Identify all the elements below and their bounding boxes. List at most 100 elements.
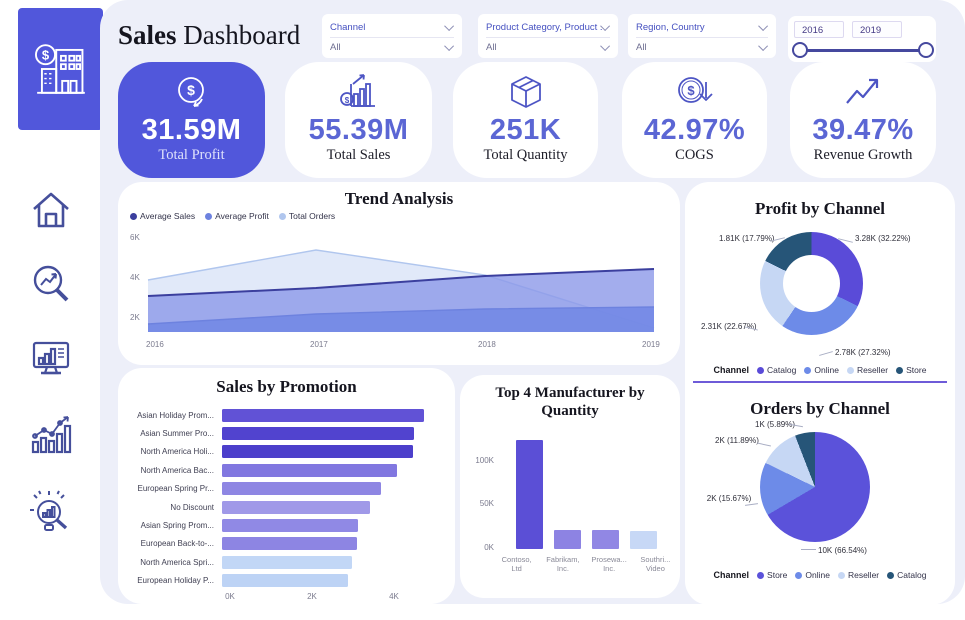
x-axis-tick: 2016: [146, 340, 164, 349]
promotion-bar[interactable]: [222, 574, 349, 588]
promotion-bar-track: [222, 408, 441, 422]
promotion-bar[interactable]: [222, 408, 424, 422]
package-icon: [453, 72, 598, 114]
filter-region-country[interactable]: Region, Country All: [628, 14, 776, 58]
legend-label: Average Profit: [215, 211, 269, 221]
kpi-total-profit[interactable]: $ 31.59M Total Profit: [118, 62, 265, 178]
page-title: Sales Dashboard: [118, 20, 300, 51]
kpi-total-sales[interactable]: $ 55.39M Total Sales: [285, 62, 432, 178]
year-start-input[interactable]: 2016: [794, 21, 844, 38]
year-end-input[interactable]: 2019: [852, 21, 902, 38]
channel-charts-card: Profit by Channel 3.28K (32.22%) 2.78K (…: [685, 182, 955, 605]
top-manufacturer-card[interactable]: Top 4 Manufacturer by Quantity 0K 50K 10…: [460, 375, 680, 598]
x-axis-tick: 2018: [478, 340, 496, 349]
legend-item[interactable]: Online: [804, 365, 839, 375]
promotion-bar[interactable]: [222, 500, 371, 514]
home-icon[interactable]: [27, 186, 75, 234]
legend-item[interactable]: Average Sales: [130, 211, 195, 221]
chevron-down-icon[interactable]: [444, 20, 455, 31]
kpi-total-quantity[interactable]: 251K Total Quantity: [453, 62, 598, 178]
trend-area-chart[interactable]: [126, 230, 672, 340]
manufacturer-bar[interactable]: [629, 530, 657, 549]
promotion-bar[interactable]: [222, 482, 382, 496]
chevron-down-icon[interactable]: [600, 41, 611, 52]
company-logo[interactable]: $: [18, 8, 103, 130]
cogs-dollar-down-icon: $: [622, 72, 767, 114]
legend-item[interactable]: Total Orders: [278, 211, 335, 221]
kpi-label: Total Profit: [158, 147, 225, 163]
promotion-bar[interactable]: [222, 537, 357, 551]
legend-dot: [757, 366, 765, 374]
legend-dot: [130, 212, 137, 220]
x-axis-tick: 0K: [225, 592, 235, 601]
manufacturer-bar[interactable]: [591, 529, 619, 549]
promotion-bar[interactable]: [222, 519, 359, 533]
promotion-bar[interactable]: [222, 555, 353, 569]
legend-item[interactable]: Catalog: [887, 570, 926, 580]
insight-bulb-icon[interactable]: [27, 488, 75, 536]
manufacturer-bar[interactable]: [553, 529, 581, 549]
chevron-down-icon[interactable]: [444, 41, 455, 52]
filter-product-category[interactable]: Product Category, Product ... All: [478, 14, 618, 58]
legend-item[interactable]: Online: [795, 570, 830, 580]
donut-callout-online: 2.78K (27.32%): [835, 348, 891, 357]
legend-label: Reseller: [847, 570, 880, 580]
y-axis-tick: 2K: [130, 313, 140, 322]
kpi-label: COGS: [675, 147, 714, 163]
kpi-value: 39.47%: [812, 114, 914, 146]
growth-bars-icon[interactable]: [27, 410, 75, 458]
y-axis-tick: 100K: [475, 456, 494, 465]
kpi-label: Revenue Growth: [813, 147, 913, 163]
callout-line: [744, 503, 759, 506]
promotion-row: Asian Spring Prom...: [130, 516, 441, 534]
sidebar: $: [0, 0, 103, 620]
filter-channel[interactable]: Channel All: [322, 14, 462, 58]
pie-callout-online: 2K (15.67%): [706, 494, 752, 503]
chevron-down-icon[interactable]: [758, 41, 769, 52]
promotion-bar[interactable]: [222, 427, 415, 441]
report-monitor-icon[interactable]: [27, 334, 75, 382]
legend-item[interactable]: Reseller: [846, 365, 888, 375]
svg-text:$: $: [687, 83, 695, 98]
promotion-bar[interactable]: [222, 445, 414, 459]
promotion-label: North America Spri...: [140, 557, 214, 567]
kpi-cogs[interactable]: $ 42.97% COGS: [622, 62, 767, 178]
legend-dot: [795, 571, 803, 579]
donut-callout-catalog: 3.28K (32.22%): [855, 234, 911, 243]
trend-analysis-card[interactable]: Trend Analysis Average Sales Average Prof…: [118, 182, 680, 365]
manufacturer-bar[interactable]: [515, 440, 543, 549]
promotion-label: Asian Summer Pro...: [140, 429, 214, 439]
kpi-label: Total Quantity: [483, 147, 568, 163]
promotion-bar-track: [222, 427, 441, 441]
promotion-bars: Asian Holiday Prom... Asian Summer Pro...…: [130, 406, 441, 590]
top-manufacturer-title: Top 4 Manufacturer by Quantity: [495, 385, 645, 419]
orders-by-channel-pie[interactable]: [760, 432, 870, 542]
legend-item[interactable]: Average Profit: [205, 211, 269, 221]
revenue-growth-icon: [790, 72, 936, 114]
promotion-bar[interactable]: [222, 463, 397, 477]
x-axis-tick: 4K: [389, 592, 399, 601]
sales-by-promotion-card[interactable]: Sales by Promotion Asian Holiday Prom...…: [118, 368, 455, 604]
promotion-row: Asian Holiday Prom...: [130, 406, 441, 424]
profit-by-channel-donut[interactable]: [760, 232, 863, 335]
search-analytics-icon[interactable]: [27, 260, 75, 308]
section-divider: [693, 381, 947, 383]
legend-dot: [757, 571, 765, 579]
kpi-revenue-growth[interactable]: 39.47% Revenue Growth: [790, 62, 936, 178]
legend-item[interactable]: Store: [757, 570, 787, 580]
building-dollar-icon: $: [34, 44, 85, 94]
promotion-bar-track: [222, 519, 441, 533]
promotion-bar-track: [222, 555, 441, 569]
chevron-down-icon[interactable]: [758, 20, 769, 31]
legend-item[interactable]: Reseller: [837, 570, 880, 580]
legend-item[interactable]: Catalog: [757, 365, 796, 375]
slider-track[interactable]: [801, 49, 925, 52]
slider-handle-start[interactable]: [792, 42, 808, 58]
y-axis-tick: 6K: [130, 233, 140, 242]
promotion-bar-track: [222, 445, 441, 459]
slider-handle-end[interactable]: [918, 42, 934, 58]
profit-by-channel-title: Profit by Channel: [754, 199, 886, 218]
legend-item[interactable]: Store: [896, 365, 926, 375]
legend-label: Store: [906, 365, 927, 375]
